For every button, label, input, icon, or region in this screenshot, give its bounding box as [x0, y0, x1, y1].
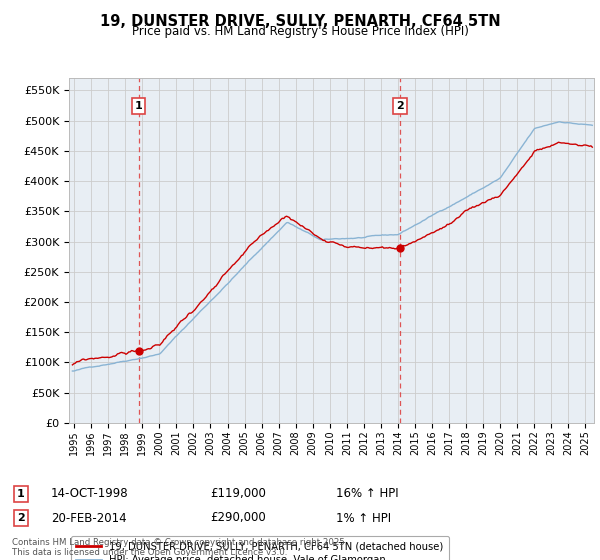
Text: 1% ↑ HPI: 1% ↑ HPI: [336, 511, 391, 525]
Legend: 19, DUNSTER DRIVE, SULLY, PENARTH, CF64 5TN (detached house), HPI: Average price: 19, DUNSTER DRIVE, SULLY, PENARTH, CF64 …: [71, 536, 449, 560]
Text: 19, DUNSTER DRIVE, SULLY, PENARTH, CF64 5TN: 19, DUNSTER DRIVE, SULLY, PENARTH, CF64 …: [100, 14, 500, 29]
Text: 1: 1: [135, 101, 143, 111]
Text: 2: 2: [17, 513, 25, 523]
Text: 16% ↑ HPI: 16% ↑ HPI: [336, 487, 398, 501]
Text: 14-OCT-1998: 14-OCT-1998: [51, 487, 128, 501]
Text: Contains HM Land Registry data © Crown copyright and database right 2025.
This d: Contains HM Land Registry data © Crown c…: [12, 538, 347, 557]
Text: 1: 1: [17, 489, 25, 499]
Text: 20-FEB-2014: 20-FEB-2014: [51, 511, 127, 525]
Text: Price paid vs. HM Land Registry's House Price Index (HPI): Price paid vs. HM Land Registry's House …: [131, 25, 469, 38]
Text: £119,000: £119,000: [210, 487, 266, 501]
Text: £290,000: £290,000: [210, 511, 266, 525]
Text: 2: 2: [396, 101, 404, 111]
